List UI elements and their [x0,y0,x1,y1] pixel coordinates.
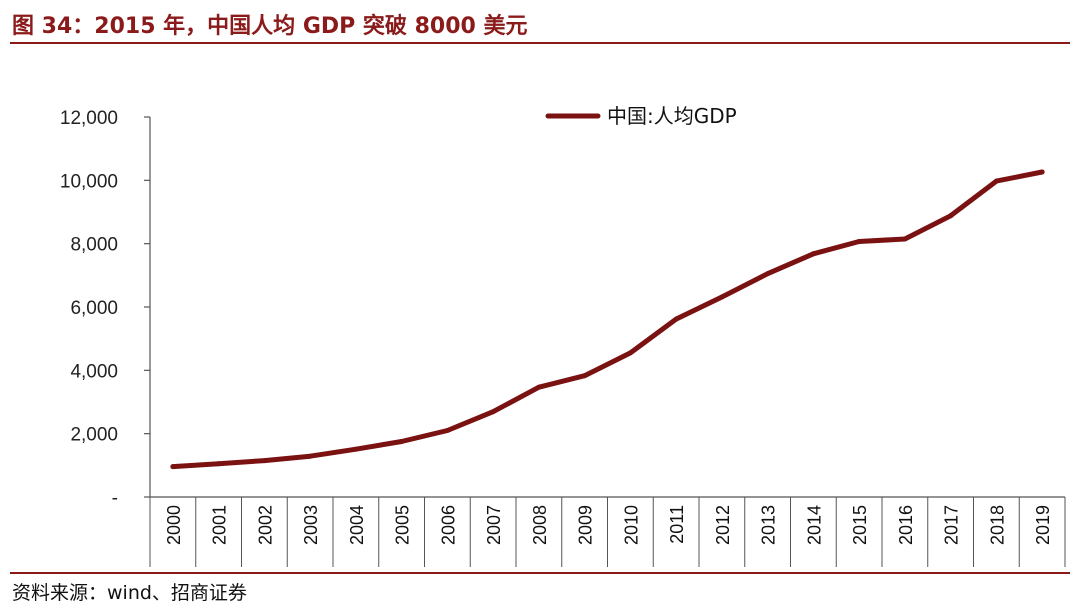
data-point [444,428,450,433]
data-point [993,178,999,184]
x-tick-label: 2009 [576,505,596,545]
x-tick-label: 2018 [987,505,1007,545]
x-tick-label: 2013 [759,505,779,545]
legend-label: 中国:人均GDP [607,104,737,128]
data-point [582,373,588,379]
y-tick-label: 4,000 [70,361,118,382]
x-tick-label: 2004 [347,505,367,545]
data-point [765,271,771,277]
data-point [490,409,496,415]
data-point [627,350,633,356]
y-tick-label: 12,000 [60,108,118,129]
x-tick-label: 2006 [438,505,458,545]
x-tick-label: 2007 [484,505,504,545]
x-tick-label: 2001 [210,505,230,545]
y-tick-label: 10,000 [60,171,118,192]
source-rule [10,572,1070,574]
x-tick-label: 2002 [255,505,275,545]
y-axis: - 2,000 4,000 6,000 8,000 10,000 12,000 [60,108,151,509]
data-point [216,461,222,467]
x-tick-label: 2019 [1033,505,1053,545]
data-point [810,251,816,257]
y-tick-label: 8,000 [70,235,118,256]
x-tick-label: 2012 [713,505,733,545]
series-layer [170,169,1045,470]
series-line [170,169,1045,470]
x-tick-label: 2014 [804,505,824,545]
data-point [399,439,405,444]
legend: 中国:人均GDP [545,104,737,128]
x-tick-label: 2010 [621,505,641,545]
x-tick-label: 2005 [393,505,413,545]
x-tick-label: 2015 [850,505,870,545]
data-point [1039,169,1045,175]
x-tick-label: 2016 [896,505,916,545]
data-point [307,453,313,459]
figure-title: 图 34：2015 年，中国人均 GDP 突破 8000 美元 [12,14,528,39]
x-tick-label: 2011 [667,505,687,544]
y-tick-label: 6,000 [70,298,118,319]
data-point [948,213,954,219]
title-rule [10,42,1070,44]
x-tick-label: 2003 [301,505,321,545]
source-note: 资料来源：wind、招商证券 [12,582,247,604]
x-tick-label: 2017 [942,505,962,545]
data-point [170,464,176,470]
data-point [536,384,542,390]
data-point [719,294,725,300]
data-point [261,458,267,464]
data-point [353,446,359,452]
data-point [673,316,679,322]
x-tick-label: 2000 [164,505,184,545]
x-axis: 2000 2001 2002 2003 2004 2005 2006 2007 2008 2009… [149,496,1066,567]
y-tick-label: - [112,488,118,509]
data-point [902,236,908,242]
y-tick-label: 2,000 [70,425,118,446]
data-point [856,239,862,244]
x-tick-label: 2008 [530,505,550,545]
